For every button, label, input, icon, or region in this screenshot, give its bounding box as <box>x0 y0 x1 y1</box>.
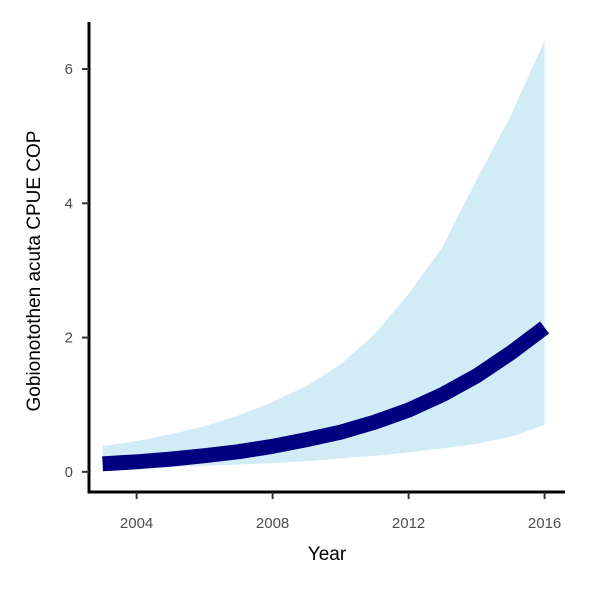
x-axis-title: Year <box>308 544 347 565</box>
x-tick-label: 2004 <box>120 515 153 532</box>
x-tick-label: 2016 <box>528 515 561 532</box>
y-tick-label: 4 <box>65 195 73 212</box>
ticks: 2004 2008 2012 2016 0 2 4 6 <box>65 61 562 532</box>
y-tick-label: 2 <box>65 330 73 347</box>
y-axis-title: Gobionotothen acuta CPUE COP <box>24 131 45 412</box>
axes <box>87 22 565 494</box>
y-tick-label: 6 <box>65 61 73 78</box>
x-tick-label: 2008 <box>256 515 289 532</box>
plot-area <box>102 40 550 472</box>
confidence-ribbon <box>102 40 545 470</box>
y-tick-label: 0 <box>65 464 73 481</box>
x-tick-label: 2012 <box>392 515 425 532</box>
trend-line <box>102 321 550 472</box>
